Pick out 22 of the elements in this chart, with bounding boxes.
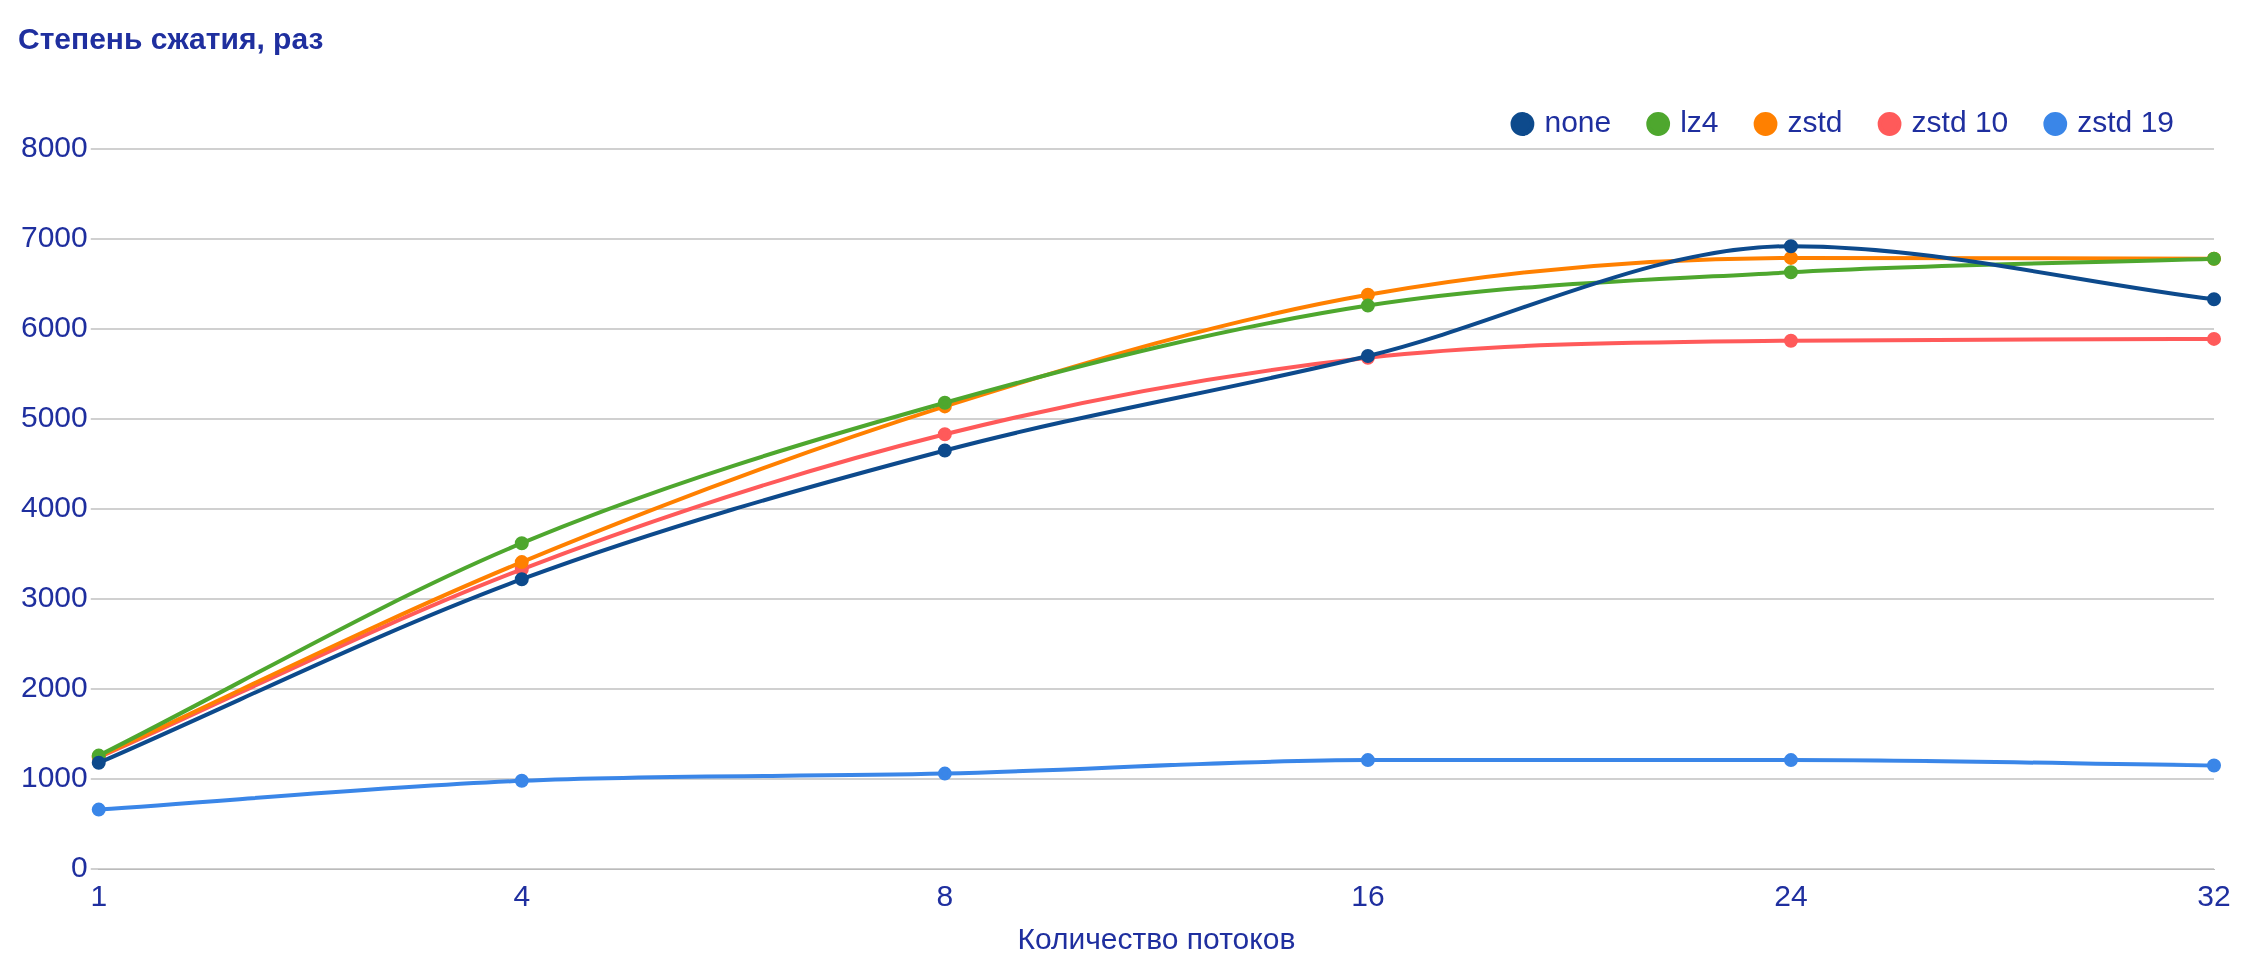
legend-label: none [1544, 105, 1612, 139]
legend-label: zstd 19 [2077, 105, 2175, 139]
y-tick-label: 4000 [20, 490, 88, 524]
legend-label: zstd 10 [1911, 105, 2009, 139]
y-tick-label: 6000 [20, 310, 88, 344]
x-tick-label: 24 [1774, 879, 1808, 913]
x-tick-label: 16 [1351, 879, 1385, 913]
y-tick-label: 5000 [20, 400, 88, 434]
x-tick-label: 8 [936, 879, 954, 913]
y-tick-label: 1000 [20, 760, 88, 794]
y-tick-label: 7000 [20, 220, 88, 254]
y-tick-label: 3000 [20, 580, 88, 614]
x-tick-label: 4 [513, 879, 531, 913]
x-axis-title: Количество потоков [1017, 922, 1296, 956]
y-tick-label: 8000 [20, 130, 88, 164]
y-tick-label: 0 [71, 850, 88, 884]
x-tick-label: 32 [2197, 879, 2231, 913]
y-tick-label: 2000 [20, 670, 88, 704]
x-tick-label: 1 [90, 879, 108, 913]
legend-label: zstd [1787, 105, 1843, 139]
chart-title: Степень сжатия, раз [18, 22, 324, 56]
legend-label: lz4 [1680, 105, 1719, 139]
